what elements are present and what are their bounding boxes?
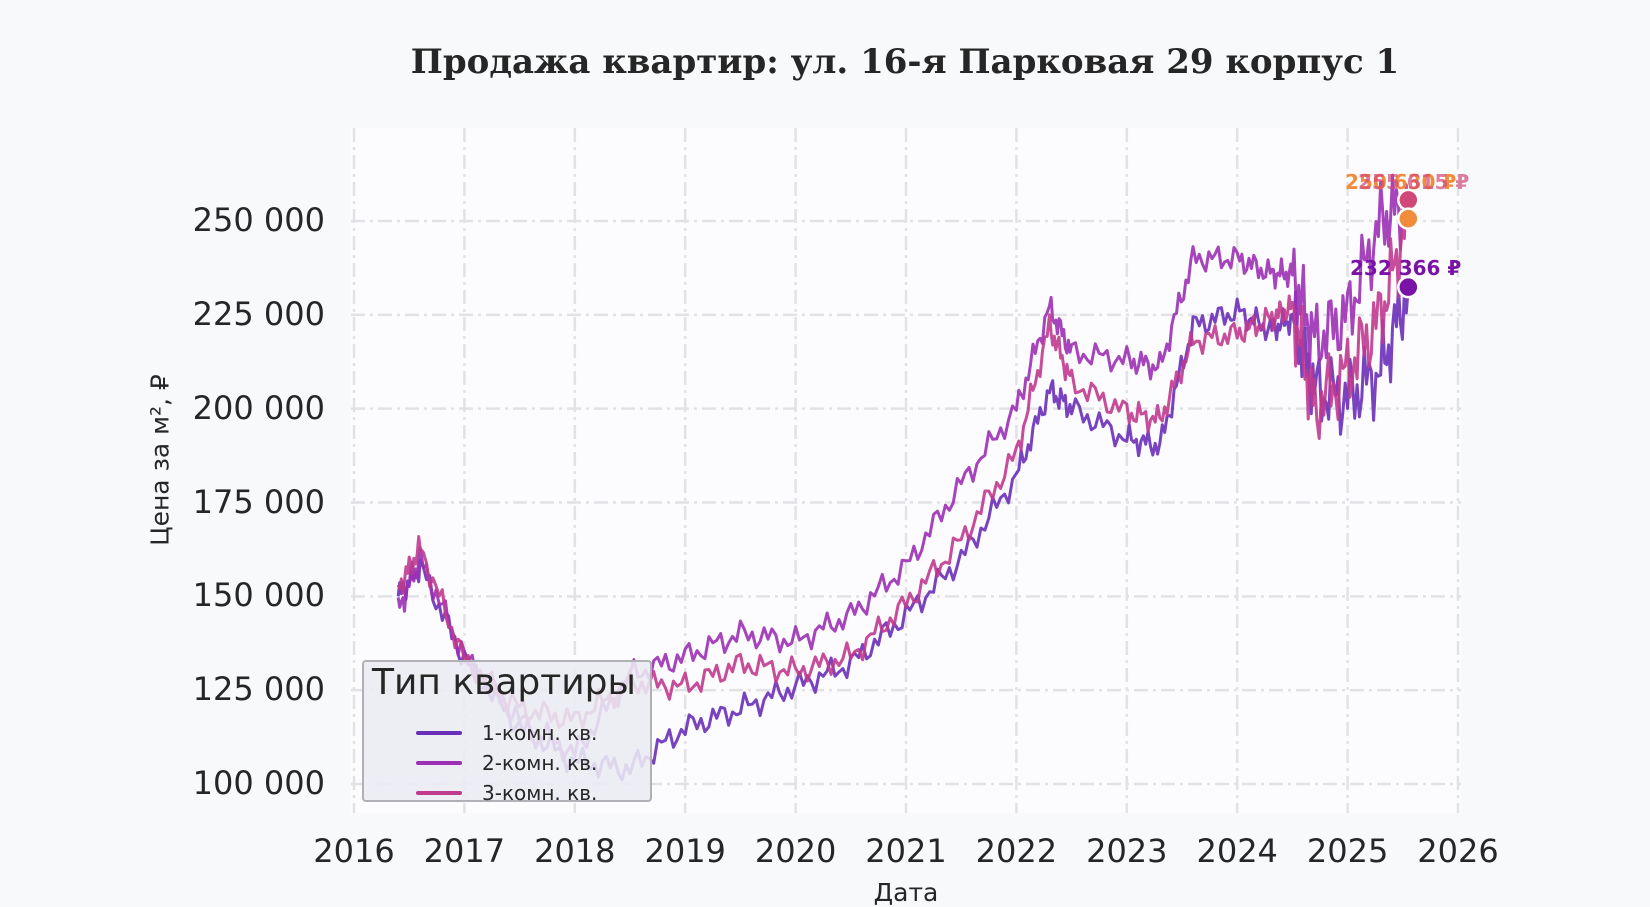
legend-title: Тип квартиры (372, 662, 636, 703)
x-tick-label: 2025 (1306, 832, 1389, 870)
value-annotation: 232 366 ₽ (1350, 256, 1462, 280)
y-axis-title: Цена за м², ₽ (145, 374, 175, 546)
end-marker (1397, 275, 1420, 299)
x-tick-label: 2016 (313, 832, 395, 870)
legend-label: 2-комн. кв. (482, 751, 598, 775)
x-axis-title: Дата (873, 878, 939, 907)
legend-swatch-3room (416, 791, 462, 795)
legend-label: 3-комн. кв. (482, 781, 598, 805)
y-tick-label: 175 000 (192, 482, 325, 521)
value-annotation: 250 630 ₽ (1345, 170, 1457, 194)
legend: Тип квартиры 1-комн. кв. 2-комн. кв. 3-к… (362, 660, 652, 805)
end-marker (1397, 207, 1420, 230)
x-tick-label: 2017 (423, 832, 506, 870)
x-tick-label: 2020 (754, 832, 837, 870)
legend-swatch-1room (416, 731, 462, 735)
x-tick-label: 2023 (1086, 832, 1168, 870)
y-tick-label: 125 000 (192, 670, 325, 709)
legend-swatch-2room (416, 761, 462, 765)
x-tick-label: 2022 (975, 832, 1058, 870)
x-tick-label: 2026 (1417, 832, 1499, 870)
y-tick-label: 225 000 (192, 294, 325, 333)
legend-item-3room: 3-комн. кв. (416, 780, 597, 806)
legend-item-2room: 2-комн. кв. (416, 750, 597, 776)
y-tick-label: 150 000 (192, 576, 325, 615)
value-annotation: 255 615 ₽ (1358, 170, 1470, 194)
legend-item-1room: 1-комн. кв. (416, 720, 597, 746)
x-tick-label: 2021 (865, 832, 947, 870)
chart-title: Продажа квартир: ул. 16-я Парковая 29 ко… (410, 42, 1400, 82)
legend-label: 1-комн. кв. (482, 721, 598, 745)
x-tick-label: 2019 (644, 832, 726, 870)
y-tick-label: 100 000 (192, 764, 325, 802)
x-tick-label: 2018 (534, 832, 616, 870)
y-tick-label: 250 000 (192, 201, 325, 239)
y-tick-label: 200 000 (192, 388, 325, 427)
x-tick-label: 2024 (1196, 832, 1278, 870)
